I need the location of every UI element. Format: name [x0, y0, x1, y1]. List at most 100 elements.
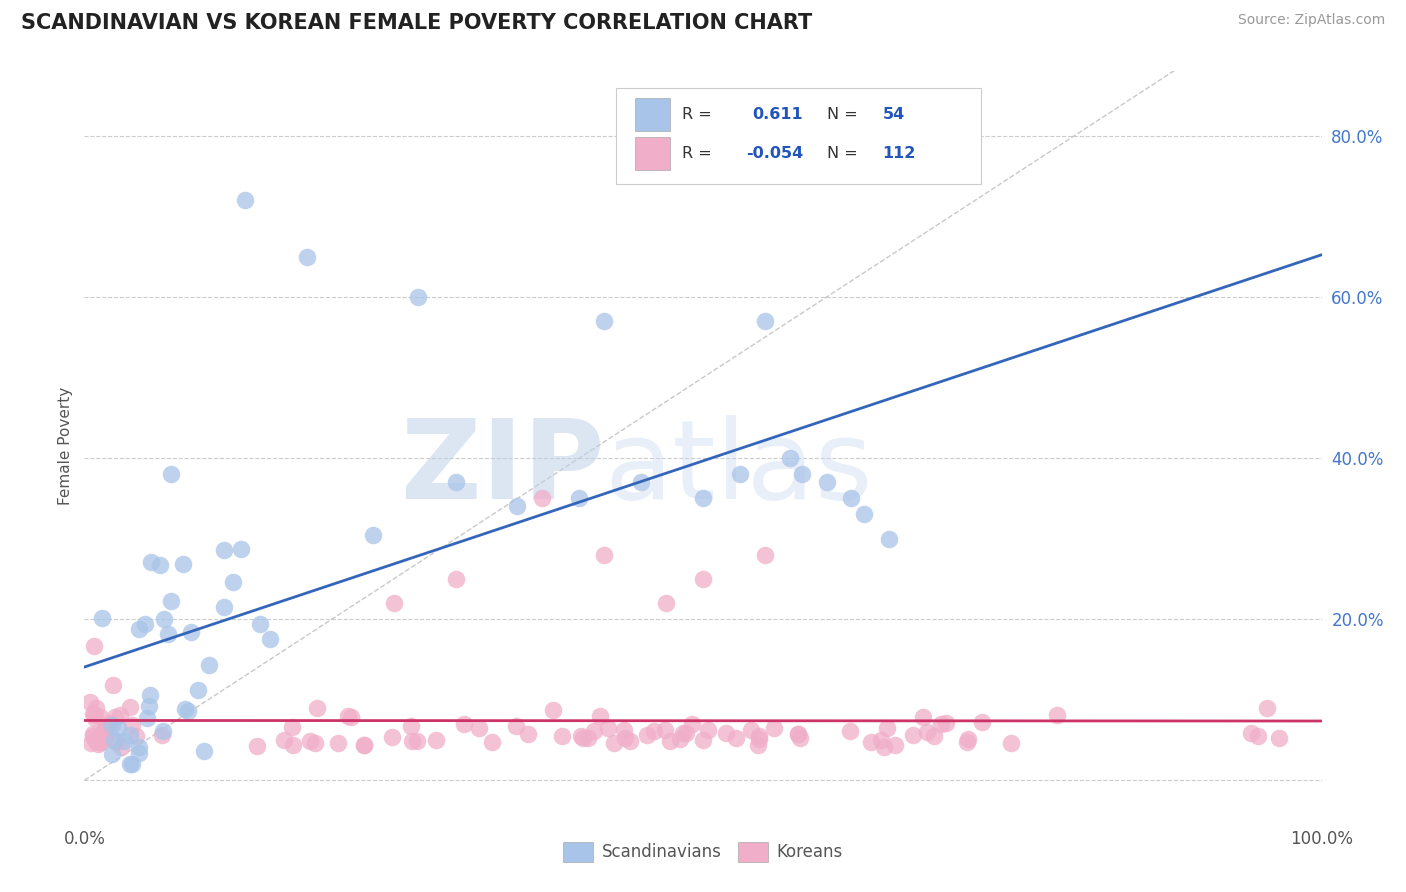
- Point: [152, 723, 174, 738]
- Point: [101, 747, 124, 762]
- Point: [222, 574, 245, 589]
- Point: [593, 548, 616, 562]
- Point: [869, 733, 891, 747]
- Point: [128, 746, 150, 760]
- Point: [481, 735, 503, 749]
- Bar: [636, 97, 669, 130]
- Point: [153, 611, 176, 625]
- Point: [180, 624, 202, 639]
- Point: [110, 739, 132, 754]
- Point: [724, 731, 747, 745]
- Point: [193, 743, 215, 757]
- Text: 0.611: 0.611: [752, 106, 803, 121]
- Point: [636, 727, 658, 741]
- Point: [281, 738, 304, 752]
- Point: [84, 732, 107, 747]
- Point: [681, 717, 703, 731]
- Point: [568, 491, 591, 506]
- Point: [138, 698, 160, 713]
- Point: [305, 700, 328, 714]
- Point: [748, 730, 770, 744]
- Point: [110, 707, 132, 722]
- Point: [128, 739, 150, 754]
- Text: atlas: atlas: [605, 415, 873, 522]
- Point: [84, 711, 107, 725]
- Point: [90, 734, 112, 748]
- Point: [134, 617, 156, 632]
- Point: [160, 593, 183, 607]
- Point: [399, 719, 422, 733]
- Point: [935, 715, 957, 730]
- Point: [148, 558, 170, 572]
- Point: [94, 722, 117, 736]
- Text: N =: N =: [827, 146, 858, 161]
- Text: R =: R =: [682, 146, 711, 161]
- Point: [408, 290, 430, 304]
- Point: [669, 732, 692, 747]
- Point: [619, 733, 641, 747]
- Point: [789, 731, 811, 746]
- Y-axis label: Female Poverty: Female Poverty: [58, 387, 73, 505]
- Point: [298, 733, 321, 747]
- Point: [118, 699, 141, 714]
- Point: [763, 721, 786, 735]
- Point: [1256, 700, 1278, 714]
- Point: [212, 600, 235, 615]
- Point: [353, 738, 375, 752]
- Point: [246, 739, 269, 753]
- Point: [98, 715, 121, 730]
- Point: [177, 704, 200, 718]
- Point: [970, 715, 993, 730]
- Point: [280, 720, 302, 734]
- Point: [249, 617, 271, 632]
- Point: [901, 728, 924, 742]
- Point: [692, 491, 714, 506]
- Point: [728, 467, 751, 482]
- Point: [82, 707, 104, 722]
- Text: -0.054: -0.054: [747, 146, 804, 161]
- Text: R =: R =: [682, 106, 711, 121]
- Text: 112: 112: [883, 146, 915, 161]
- Point: [654, 723, 676, 737]
- Point: [121, 757, 143, 772]
- Point: [1046, 707, 1069, 722]
- Point: [353, 738, 375, 752]
- Point: [229, 541, 252, 556]
- Point: [91, 725, 114, 739]
- Point: [361, 528, 384, 542]
- FancyBboxPatch shape: [616, 87, 981, 184]
- Point: [104, 735, 127, 749]
- Text: ZIP: ZIP: [401, 415, 605, 522]
- Point: [754, 548, 776, 562]
- Point: [505, 719, 527, 733]
- Point: [87, 735, 110, 749]
- Text: SCANDINAVIAN VS KOREAN FEMALE POVERTY CORRELATION CHART: SCANDINAVIAN VS KOREAN FEMALE POVERTY CO…: [21, 13, 813, 33]
- Point: [915, 725, 938, 739]
- Point: [655, 596, 678, 610]
- Point: [740, 723, 762, 738]
- Point: [872, 739, 894, 754]
- Point: [643, 724, 665, 739]
- Point: [912, 710, 935, 724]
- Point: [212, 542, 235, 557]
- Point: [1240, 726, 1263, 740]
- Point: [506, 500, 529, 514]
- Point: [696, 723, 718, 737]
- Point: [630, 475, 652, 490]
- Point: [692, 572, 714, 586]
- Point: [141, 555, 163, 569]
- Point: [884, 738, 907, 752]
- Point: [328, 736, 350, 750]
- Point: [672, 726, 695, 740]
- Point: [90, 727, 112, 741]
- Point: [444, 572, 467, 586]
- Point: [86, 701, 108, 715]
- Point: [588, 709, 610, 723]
- Point: [120, 729, 142, 743]
- Point: [714, 726, 737, 740]
- Point: [754, 314, 776, 328]
- Point: [197, 658, 219, 673]
- Text: N =: N =: [827, 106, 858, 121]
- Point: [551, 729, 574, 743]
- Point: [1247, 729, 1270, 743]
